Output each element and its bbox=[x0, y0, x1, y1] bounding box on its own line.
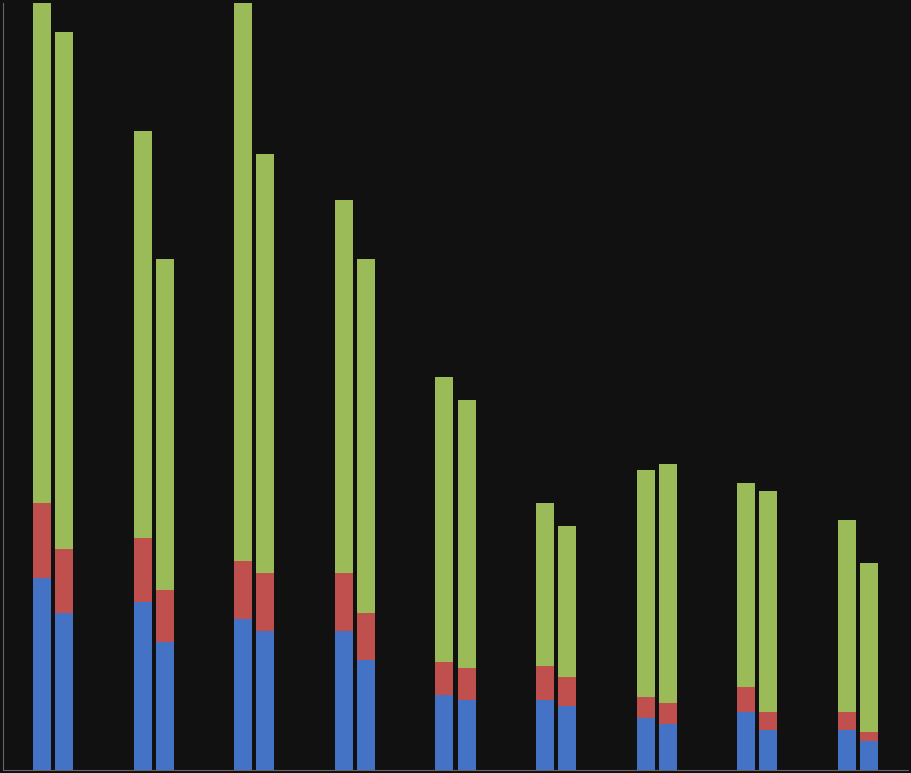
Bar bbox=[760, 712, 777, 730]
Bar bbox=[860, 564, 878, 732]
Bar bbox=[558, 707, 577, 770]
Bar bbox=[838, 712, 856, 730]
Bar bbox=[134, 131, 151, 538]
Bar bbox=[334, 631, 353, 770]
Bar bbox=[334, 573, 353, 631]
Bar bbox=[659, 465, 677, 703]
Bar bbox=[134, 538, 151, 601]
Bar bbox=[156, 259, 174, 590]
Bar bbox=[256, 573, 274, 631]
Bar bbox=[637, 718, 655, 770]
Bar bbox=[536, 502, 554, 666]
Bar bbox=[357, 660, 375, 770]
Bar bbox=[536, 700, 554, 770]
Bar bbox=[435, 695, 454, 770]
Bar bbox=[256, 154, 274, 573]
Bar bbox=[737, 483, 755, 686]
Bar bbox=[637, 470, 655, 697]
Bar bbox=[457, 668, 476, 700]
Bar bbox=[659, 703, 677, 724]
Bar bbox=[457, 400, 476, 668]
Bar bbox=[134, 601, 151, 770]
Bar bbox=[860, 741, 878, 770]
Bar bbox=[435, 662, 454, 695]
Bar bbox=[55, 613, 73, 770]
Bar bbox=[33, 578, 51, 770]
Bar bbox=[234, 561, 252, 619]
Bar bbox=[435, 377, 454, 662]
Bar bbox=[156, 642, 174, 770]
Bar bbox=[760, 491, 777, 712]
Bar bbox=[737, 712, 755, 770]
Bar bbox=[760, 730, 777, 770]
Bar bbox=[234, 0, 252, 561]
Bar bbox=[558, 526, 577, 677]
Bar bbox=[838, 730, 856, 770]
Bar bbox=[357, 259, 375, 613]
Bar bbox=[334, 200, 353, 573]
Bar bbox=[55, 550, 73, 613]
Bar bbox=[256, 631, 274, 770]
Bar bbox=[156, 590, 174, 642]
Bar bbox=[536, 666, 554, 700]
Bar bbox=[860, 732, 878, 741]
Bar bbox=[558, 677, 577, 707]
Bar bbox=[234, 619, 252, 770]
Bar bbox=[55, 32, 73, 550]
Bar bbox=[457, 700, 476, 770]
Bar bbox=[659, 724, 677, 770]
Bar bbox=[838, 520, 856, 712]
Bar bbox=[33, 502, 51, 578]
Bar bbox=[737, 686, 755, 712]
Bar bbox=[33, 0, 51, 502]
Bar bbox=[637, 697, 655, 718]
Bar bbox=[357, 613, 375, 660]
